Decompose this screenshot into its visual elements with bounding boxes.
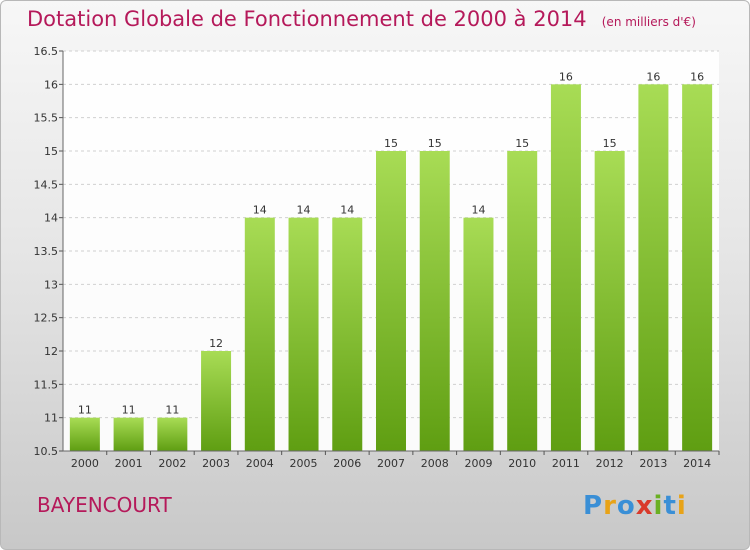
x-tick-label: 2011 <box>552 457 580 470</box>
x-tick-label: 2012 <box>596 457 624 470</box>
bar-value-label: 15 <box>603 137 617 150</box>
bar <box>419 151 450 451</box>
logo-letter: o <box>616 491 636 521</box>
bar-value-label: 14 <box>297 204 311 217</box>
bar <box>113 417 144 451</box>
bar-value-label: 11 <box>122 404 136 417</box>
x-tick-label: 2000 <box>71 457 99 470</box>
y-tick-label: 16.5 <box>34 45 59 58</box>
bar-value-label: 15 <box>428 137 442 150</box>
logo-letter: t <box>663 491 677 521</box>
place-name: BAYENCOURT <box>37 493 172 517</box>
x-tick-label: 2004 <box>246 457 274 470</box>
x-tick-label: 2010 <box>508 457 536 470</box>
bar <box>244 217 275 451</box>
bar-value-label: 16 <box>559 70 573 83</box>
y-tick-label: 15.5 <box>34 112 59 125</box>
bar-value-label: 12 <box>209 337 223 350</box>
chart-title: Dotation Globale de Fonctionnement de 20… <box>27 7 696 31</box>
logo-letter: P <box>583 491 604 521</box>
x-tick-label: 2013 <box>639 457 667 470</box>
x-tick-label: 2006 <box>333 457 361 470</box>
logo-letter: i <box>676 491 687 521</box>
bar-value-label: 14 <box>471 204 485 217</box>
proxiti-logo: Proxiti <box>583 491 687 521</box>
y-tick-label: 14.5 <box>34 178 59 191</box>
y-tick-label: 13.5 <box>34 245 59 258</box>
x-tick-label: 2009 <box>464 457 492 470</box>
bar-value-label: 14 <box>340 204 354 217</box>
bar <box>507 151 538 451</box>
y-tick-label: 13 <box>44 278 58 291</box>
y-tick-label: 12.5 <box>34 312 59 325</box>
bar <box>201 351 232 451</box>
bar-value-label: 11 <box>165 404 179 417</box>
x-tick-label: 2001 <box>115 457 143 470</box>
y-tick-label: 11 <box>44 412 58 425</box>
bar-value-label: 16 <box>646 70 660 83</box>
title-main: Dotation Globale de Fonctionnement de 20… <box>27 7 587 31</box>
x-tick-label: 2008 <box>421 457 449 470</box>
bar-value-label: 14 <box>253 204 267 217</box>
bar-value-label: 15 <box>384 137 398 150</box>
logo-letter: r <box>603 491 617 521</box>
logo-letter: i <box>653 491 664 521</box>
logo-letter: x <box>635 491 654 521</box>
bar <box>594 151 625 451</box>
bar-value-label: 16 <box>690 70 704 83</box>
x-tick-label: 2014 <box>683 457 711 470</box>
x-tick-label: 2005 <box>290 457 318 470</box>
bar <box>332 217 363 451</box>
y-tick-label: 15 <box>44 145 58 158</box>
x-tick-label: 2007 <box>377 457 405 470</box>
x-tick-label: 2002 <box>158 457 186 470</box>
x-tick-label: 2003 <box>202 457 230 470</box>
bar <box>69 417 100 451</box>
title-subtitle: (en milliers d'€) <box>601 15 696 29</box>
bar-value-label: 15 <box>515 137 529 150</box>
y-tick-label: 10.5 <box>34 445 59 458</box>
y-tick-label: 14 <box>44 212 58 225</box>
bar <box>157 417 188 451</box>
bar-value-label: 11 <box>78 404 92 417</box>
bar <box>463 217 494 451</box>
y-tick-label: 16 <box>44 78 58 91</box>
bar <box>288 217 319 451</box>
bar <box>550 84 581 451</box>
bar <box>376 151 406 451</box>
y-tick-label: 11.5 <box>34 378 59 391</box>
bar <box>682 84 713 451</box>
bar <box>638 84 669 451</box>
y-tick-label: 12 <box>44 345 58 358</box>
